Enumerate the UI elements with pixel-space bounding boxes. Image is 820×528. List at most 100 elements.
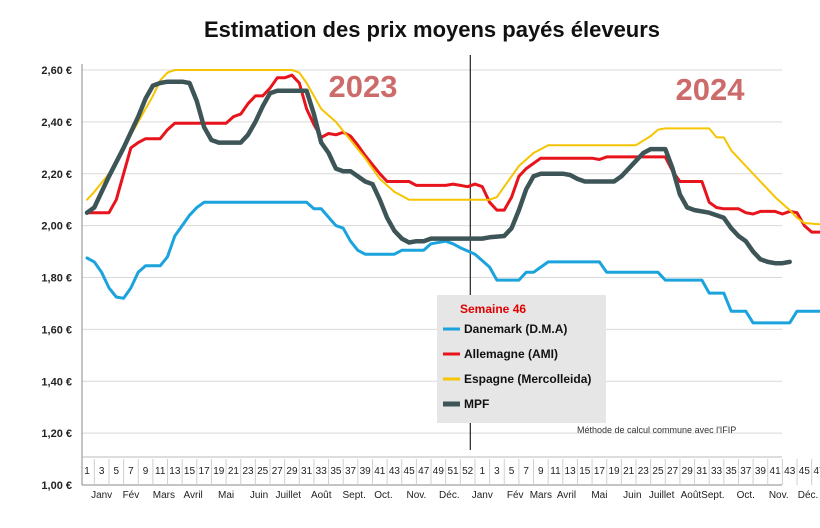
week-tick-label: 51 [447, 466, 459, 477]
series-line-mpf [84, 79, 792, 266]
month-label: Sept. [701, 490, 724, 501]
week-tick-label: 45 [404, 466, 416, 477]
series-line-allemagne-ami [85, 73, 820, 234]
week-tick-label: 9 [538, 466, 544, 477]
y-tick-label: 1,60 € [41, 324, 72, 336]
y-tick-label: 2,60 € [41, 65, 72, 77]
week-tick-label: 43 [784, 466, 796, 477]
month-label: Déc. [439, 490, 460, 501]
week-tick-label: 33 [316, 466, 328, 477]
month-label: Juillet [649, 490, 675, 501]
month-label: Oct. [737, 490, 755, 501]
week-tick-label: 5 [509, 466, 515, 477]
legend-label: MPF [464, 397, 489, 411]
legend-label: Allemagne (AMI) [464, 347, 558, 361]
week-tick-label: 33 [711, 466, 723, 477]
month-label: Nov. [406, 490, 426, 501]
week-tick-label: 31 [301, 466, 313, 477]
week-tick-label: 21 [623, 466, 635, 477]
week-tick-label: 39 [755, 466, 767, 477]
legend-label: Danemark (D.M.A) [464, 322, 567, 336]
month-label: Juin [623, 490, 641, 501]
year-label-2023: 2023 [329, 69, 398, 104]
week-tick-label: 19 [608, 466, 620, 477]
week-tick-label: 7 [523, 466, 529, 477]
month-label: Juillet [276, 490, 302, 501]
method-note: Méthode de calcul commune avec l'IFIP [577, 425, 736, 435]
week-tick-label: 11 [155, 466, 166, 477]
month-label: Août [311, 490, 332, 501]
month-label: Fév [507, 490, 524, 501]
week-tick-label: 27 [667, 466, 679, 477]
month-label: Janv [91, 490, 112, 501]
week-tick-label: 17 [199, 466, 211, 477]
week-tick-label: 1 [479, 466, 485, 477]
week-tick-label: 9 [143, 466, 149, 477]
month-label: Nov. [769, 490, 789, 501]
chart-title: Estimation des prix moyens payés éleveur… [204, 17, 660, 42]
month-label: Avril [184, 490, 203, 501]
week-tick-label: 25 [257, 466, 269, 477]
week-tick-label: 17 [594, 466, 606, 477]
week-tick-label: 1 [84, 466, 90, 477]
month-label: Mars [530, 490, 552, 501]
y-axis: 1,00 € 1,20 € 1,40 € 1,60 € 1,80 € 2,00 € 2,20… [41, 64, 83, 492]
week-tick-label: 27 [272, 466, 284, 477]
week-tick-label: 41 [374, 466, 386, 477]
week-tick-label: 47 [813, 466, 820, 477]
week-tick-label: 43 [389, 466, 401, 477]
month-label: Avril [557, 490, 576, 501]
year-label-2024: 2024 [676, 72, 746, 107]
legend-box [437, 295, 606, 423]
week-tick-label: 15 [184, 466, 196, 477]
week-tick-label: 3 [99, 466, 105, 477]
month-label: Oct. [374, 490, 392, 501]
month-label: Déc. [798, 490, 819, 501]
week-tick-label: 35 [330, 466, 342, 477]
week-tick-label: 19 [213, 466, 225, 477]
week-tick-label: 13 [565, 466, 577, 477]
month-label: Mai [218, 490, 234, 501]
y-tick-label: 1,80 € [41, 273, 72, 285]
legend-title: Semaine 46 [460, 302, 526, 316]
y-tick-label: 1,00 € [41, 480, 72, 492]
week-tick-label: 15 [579, 466, 591, 477]
y-tick-label: 2,00 € [41, 221, 72, 233]
week-tick-label: 23 [242, 466, 254, 477]
week-tick-label: 21 [228, 466, 240, 477]
week-tick-label: 29 [682, 466, 694, 477]
y-tick-label: 2,40 € [41, 117, 72, 129]
week-tick-label: 49 [433, 466, 445, 477]
week-tick-label: 5 [113, 466, 119, 477]
week-tick-label: 52 [462, 466, 474, 477]
week-tick-label: 45 [799, 466, 811, 477]
month-label: Janv [472, 490, 493, 501]
week-tick-label: 13 [169, 466, 181, 477]
week-tick-label: 39 [360, 466, 372, 477]
week-tick-label: 25 [652, 466, 664, 477]
week-tick-label: 41 [770, 466, 782, 477]
week-tick-label: 7 [128, 466, 134, 477]
series-line-danemark-d-m-a [85, 200, 820, 325]
legend-label: Espagne (Mercolleida) [464, 372, 591, 386]
y-tick-label: 2,20 € [41, 169, 72, 181]
y-tick-label: 1,20 € [41, 428, 72, 440]
week-tick-label: 23 [638, 466, 650, 477]
week-tick-label: 37 [345, 466, 357, 477]
month-label: Mai [591, 490, 607, 501]
week-tick-label: 3 [494, 466, 500, 477]
month-label: Fév [123, 490, 140, 501]
x-axis: 1 3 5 7 9 11 13 15 17 19 21 23 25 27 29 31 33 35 37 39 41 43 4… [82, 456, 820, 501]
week-tick-label: 47 [418, 466, 430, 477]
week-tick-label: 37 [740, 466, 752, 477]
series-line-espagne-mercolleida [86, 69, 820, 226]
week-tick-label: 31 [696, 466, 708, 477]
week-tick-label: 29 [286, 466, 298, 477]
month-label: Juin [250, 490, 268, 501]
y-tick-label: 1,40 € [41, 376, 72, 388]
month-label: Août [681, 490, 702, 501]
legend: Semaine 46 Danemark (D.M.A) Allemagne (AM… [437, 295, 606, 423]
series-lines [84, 69, 820, 325]
week-tick-label: 11 [550, 466, 561, 477]
